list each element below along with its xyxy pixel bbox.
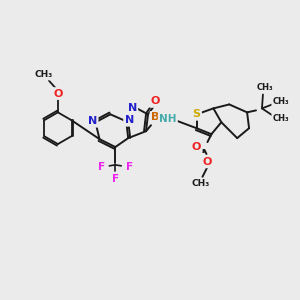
Text: O: O [203,157,212,167]
Text: NH: NH [159,114,177,124]
Text: F: F [98,162,105,172]
Text: Br: Br [151,112,165,122]
Text: O: O [53,88,62,98]
Text: F: F [126,162,133,172]
Text: N: N [88,116,97,126]
Text: O: O [150,97,160,106]
Text: S: S [193,109,201,119]
Text: CH₃: CH₃ [272,97,289,106]
Text: CH₃: CH₃ [256,83,273,92]
Text: CH₃: CH₃ [191,179,210,188]
Text: O: O [192,142,201,152]
Text: N: N [124,115,134,125]
Text: N: N [128,103,137,113]
Text: CH₃: CH₃ [35,70,53,79]
Text: CH₃: CH₃ [272,114,289,123]
Text: F: F [112,174,119,184]
